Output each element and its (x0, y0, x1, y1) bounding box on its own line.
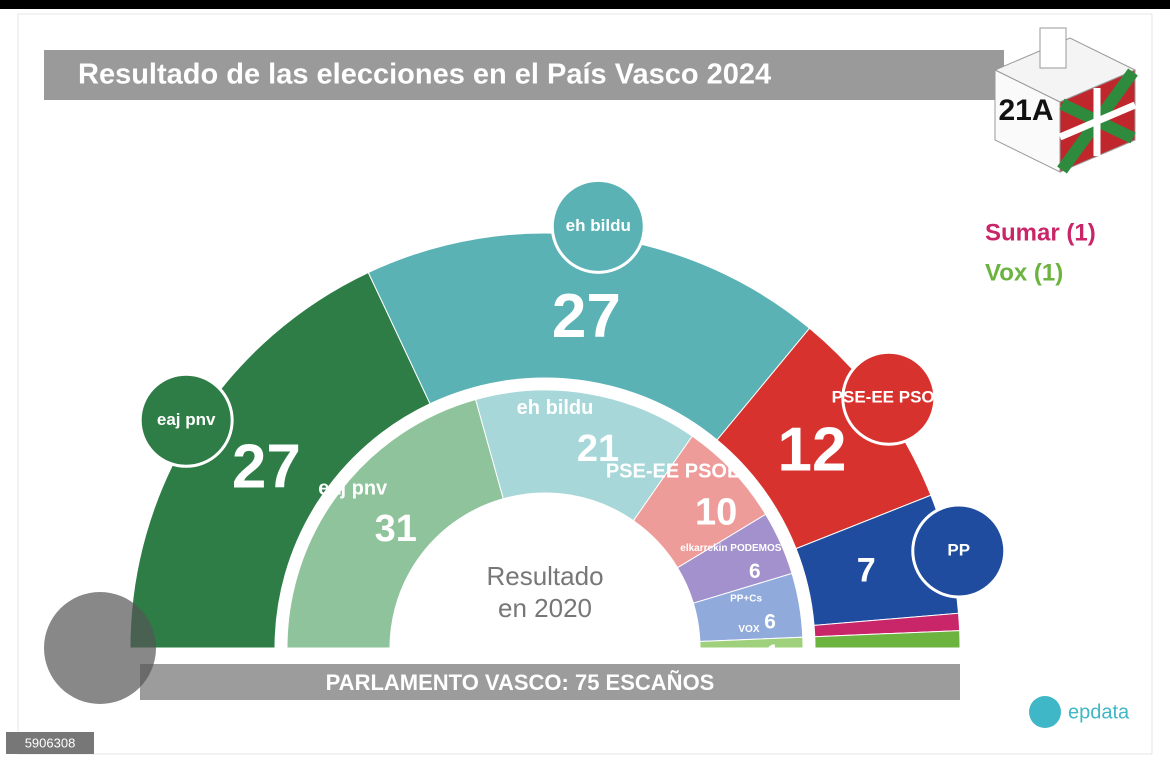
caption-bar (140, 664, 960, 700)
party-name: eaj pnv (157, 410, 216, 429)
party-name: eaj pnv (318, 477, 388, 499)
seat-wedge (814, 630, 961, 649)
party-logo (911, 503, 1007, 599)
lens-button[interactable] (44, 592, 156, 704)
value-label: 31 (375, 508, 417, 550)
party-name: PSE-EE PSOE (606, 461, 741, 483)
source-logo (1029, 696, 1061, 728)
seat-wedge (286, 398, 504, 649)
party-logo (138, 372, 234, 468)
value-label: 10 (695, 491, 737, 533)
value-label: 6 (764, 610, 776, 633)
value-label: 1 (767, 641, 779, 664)
ballot-box (993, 27, 1138, 174)
value-label: 27 (232, 433, 301, 502)
seat-wedge (129, 271, 431, 649)
caption: PARLAMENTO VASCO: 75 ESCAÑOS (326, 670, 715, 695)
value-label: 21 (577, 428, 619, 470)
legend-entry: Vox (1) (985, 259, 1063, 286)
seat-wedge (367, 232, 811, 441)
party-name: PSE-EE PSOE (832, 388, 946, 407)
ring-subtitle: en 2020 (498, 593, 592, 623)
party-logo (841, 350, 937, 446)
value-label: 7 (857, 552, 876, 590)
party-name: PP+Cs (730, 594, 762, 605)
photo-id: 5906308 (25, 735, 76, 750)
photo-id-bar (6, 732, 94, 754)
party-name: elkarrekin PODEMOS (680, 543, 781, 554)
value-label: 6 (749, 560, 761, 583)
value-label: 27 (552, 282, 621, 351)
title-bar (44, 50, 1004, 100)
chart-title: Resultado de las elecciones en el País V… (78, 59, 771, 91)
legend-entry: Sumar (1) (985, 219, 1096, 246)
badge: 21A (998, 94, 1053, 127)
value-label: 12 (777, 415, 846, 484)
seat-wedge (699, 636, 804, 649)
party-name: PP (947, 540, 970, 559)
ring-subtitle: Resultado (486, 561, 603, 591)
source: epdata (1068, 701, 1130, 723)
party-name: eh bildu (517, 397, 594, 419)
party-name: eh bildu (566, 216, 631, 235)
party-logo (550, 178, 646, 274)
party-name: VOX (738, 624, 759, 635)
top-bar (0, 0, 1170, 9)
